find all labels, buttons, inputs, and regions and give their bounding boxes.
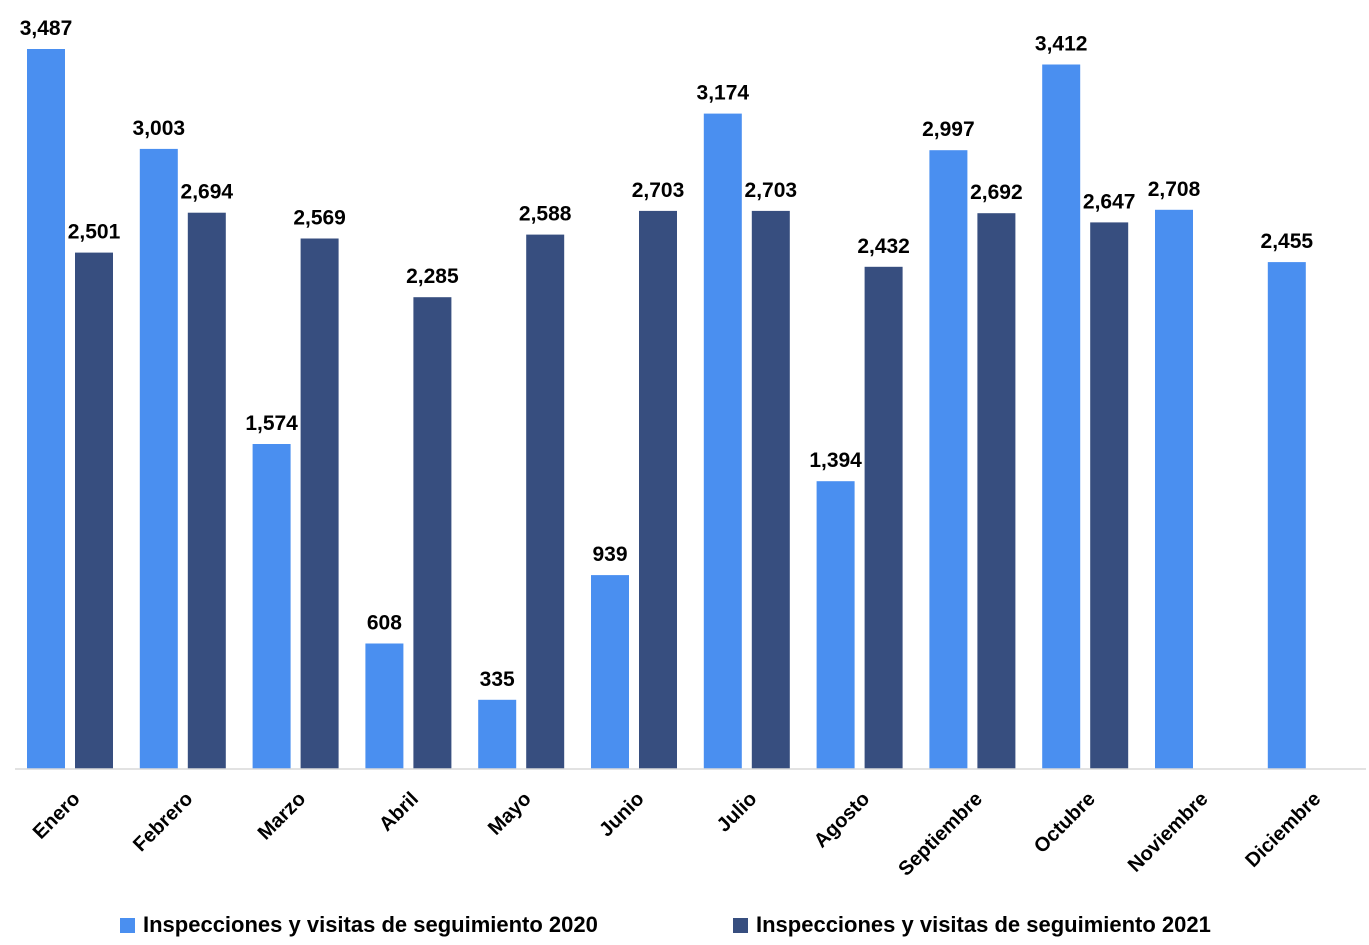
value-label-abril-series-1: 608 xyxy=(367,612,402,635)
category-label-mayo: Mayo xyxy=(484,788,536,840)
bar-julio-series-2 xyxy=(751,210,790,769)
value-label-enero-series-1: 3,487 xyxy=(20,17,73,40)
value-label-septiembre-series-2: 2,692 xyxy=(970,181,1023,204)
category-labels-group: Enero Febrero Marzo Abril Mayo Junio Julio Agos… xyxy=(29,788,1325,881)
value-label-junio-series-1: 939 xyxy=(592,543,627,566)
category-label-agosto: Agosto xyxy=(810,788,874,852)
value-labels-group: 3,487 3,003 1,574 608 335 939 3,174 1,394 2,997 3… xyxy=(20,17,1314,691)
legend: Inspecciones y visitas de seguimiento 20… xyxy=(0,912,1369,942)
value-label-junio-series-2: 2,703 xyxy=(632,179,685,202)
value-label-agosto-series-2: 2,432 xyxy=(857,235,910,258)
bar-mayo-series-1 xyxy=(478,699,517,769)
value-label-agosto-series-1: 1,394 xyxy=(809,449,862,472)
bar-marzo-series-2 xyxy=(300,238,339,769)
legend-item-2020: Inspecciones y visitas de seguimiento 20… xyxy=(120,912,598,938)
bar-marzo-series-1 xyxy=(252,444,291,769)
legend-label-2021: Inspecciones y visitas de seguimiento 20… xyxy=(756,912,1211,937)
legend-swatch-2020 xyxy=(120,917,135,933)
bar-febrero-series-1 xyxy=(139,148,178,769)
value-label-diciembre-series-1: 2,455 xyxy=(1261,230,1314,253)
bar-septiembre-series-2 xyxy=(977,213,1016,769)
bar-agosto-series-1 xyxy=(816,481,855,769)
category-label-septiembre: Septiembre xyxy=(894,788,987,881)
value-label-febrero-series-2: 2,694 xyxy=(181,181,234,204)
bar-octubre-series-2 xyxy=(1090,222,1129,769)
category-label-febrero: Febrero xyxy=(129,788,197,856)
value-label-mayo-series-1: 335 xyxy=(480,668,515,691)
category-label-abril: Abril xyxy=(375,788,423,836)
bar-junio-series-1 xyxy=(591,575,629,769)
bar-mayo-series-2 xyxy=(526,234,565,770)
category-label-junio: Junio xyxy=(595,788,648,841)
bar-febrero-series-2 xyxy=(187,212,226,769)
category-label-marzo: Marzo xyxy=(254,788,310,844)
value-label-septiembre-series-1: 2,997 xyxy=(922,118,975,141)
legend-label-2020: Inspecciones y visitas de seguimiento 20… xyxy=(143,912,598,937)
category-label-julio: Julio xyxy=(713,788,762,837)
bar-octubre-series-1 xyxy=(1042,64,1081,769)
value-label-febrero-series-1: 3,003 xyxy=(133,117,186,140)
value-label-mayo-series-2: 2,588 xyxy=(519,203,572,226)
bar-abril-series-1 xyxy=(365,643,404,769)
bar-septiembre-series-1 xyxy=(929,150,968,769)
value-label-octubre-series-2: 2,647 xyxy=(1083,190,1136,213)
value-label-enero-series-2: 2,501 xyxy=(68,221,121,244)
bar-junio-series-2 xyxy=(639,210,677,769)
value-label-noviembre-series-1: 2,708 xyxy=(1148,178,1201,201)
category-label-noviembre: Noviembre xyxy=(1124,788,1213,877)
value-label-julio-series-1: 3,174 xyxy=(697,82,750,105)
category-label-octubre: Octubre xyxy=(1030,788,1100,858)
legend-item-2021: Inspecciones y visitas de seguimiento 20… xyxy=(733,912,1211,938)
bar-enero-series-2 xyxy=(75,252,113,770)
bar-agosto-series-2 xyxy=(864,266,903,769)
category-label-diciembre: Diciembre xyxy=(1241,788,1325,872)
category-label-enero: Enero xyxy=(29,788,85,844)
bar-abril-series-2 xyxy=(413,297,452,769)
bar-diciembre-series-1 xyxy=(1267,262,1306,769)
bars-group xyxy=(27,49,1306,770)
bar-julio-series-1 xyxy=(703,113,742,770)
bar-noviembre-series-1 xyxy=(1155,209,1193,770)
value-label-octubre-series-1: 3,412 xyxy=(1035,33,1088,56)
value-label-marzo-series-1: 1,574 xyxy=(245,412,298,435)
legend-swatch-2021 xyxy=(733,917,748,933)
value-label-abril-series-2: 2,285 xyxy=(406,265,459,288)
bar-enero-series-1 xyxy=(27,49,65,769)
value-label-marzo-series-2: 2,569 xyxy=(293,207,346,230)
bar-chart: 3,487 3,003 1,574 608 335 939 3,174 1,394 2,997 3… xyxy=(15,17,1366,881)
value-label-julio-series-2: 2,703 xyxy=(745,179,798,202)
